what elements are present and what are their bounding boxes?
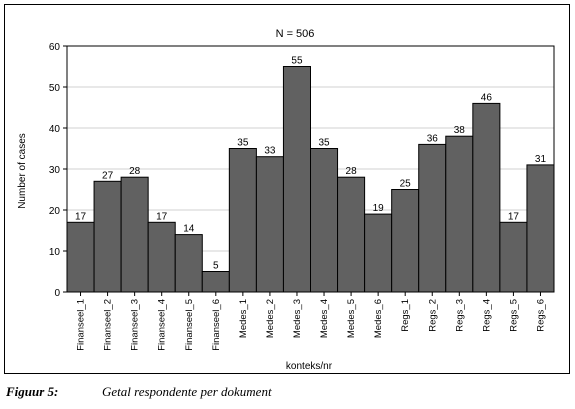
bar-value-label: 35 — [237, 138, 249, 149]
y-tick-label: 20 — [49, 206, 61, 217]
x-tick-label: Finanseel_1 — [76, 299, 87, 351]
bar — [418, 143, 447, 293]
bar — [174, 234, 203, 293]
x-tick-label: Medes_5 — [346, 299, 357, 338]
bar — [310, 148, 339, 293]
bar-value-label: 38 — [454, 125, 466, 136]
bar-value-label: 31 — [535, 154, 547, 165]
y-tick-label: 60 — [49, 42, 61, 53]
x-tick-label: Finanseel_6 — [211, 299, 222, 351]
bar — [255, 156, 284, 293]
y-tick-label: 50 — [49, 83, 61, 94]
x-tick-label: Regs_1 — [400, 299, 411, 332]
bar — [93, 180, 122, 293]
bar — [120, 176, 149, 293]
bar — [147, 221, 176, 293]
x-tick-label: Regs_5 — [508, 299, 519, 332]
bar — [364, 213, 393, 293]
caption-text: Getal respondente per dokument — [102, 384, 272, 399]
bar — [201, 271, 230, 293]
bar — [66, 221, 95, 293]
bar-value-label: 35 — [318, 138, 330, 149]
x-tick-label: Finanseel_4 — [157, 299, 168, 351]
bar-value-label: 25 — [400, 179, 412, 190]
bar-value-label: 55 — [291, 56, 303, 67]
x-tick-label: Medes_6 — [373, 299, 384, 338]
y-tick-label: 10 — [49, 247, 61, 258]
bar-value-label: 17 — [75, 211, 87, 222]
y-tick-label: 0 — [54, 288, 60, 299]
chart-title: N = 506 — [276, 28, 315, 40]
bar-value-label: 17 — [508, 211, 520, 222]
x-tick-label: Regs_3 — [454, 299, 465, 332]
bar — [282, 66, 312, 293]
bar-value-label: 46 — [481, 92, 493, 103]
bar-value-label: 14 — [183, 224, 195, 235]
bar-chart: N = 506 Number of cases konteks/nr 17 27 2… — [17, 28, 555, 372]
bar — [472, 102, 501, 293]
bar-value-label: 28 — [346, 166, 358, 177]
bar — [499, 221, 528, 293]
x-tick-label: Finanseel_2 — [103, 299, 114, 351]
bar-value-label: 19 — [373, 203, 385, 214]
x-tick-label: Medes_2 — [265, 299, 276, 338]
bar — [337, 176, 366, 293]
bar-value-label: 33 — [264, 146, 276, 157]
bar — [526, 164, 555, 293]
y-tick-label: 40 — [49, 124, 61, 135]
x-tick-label: Medes_4 — [319, 299, 330, 338]
x-axis-label: konteks/nr — [286, 361, 333, 372]
bar-value-label: 5 — [213, 261, 219, 272]
x-tick-label: Regs_2 — [427, 299, 438, 332]
x-tick-label: Regs_4 — [481, 299, 492, 332]
bar-value-label: 17 — [156, 211, 168, 222]
x-tick-label: Medes_1 — [238, 299, 249, 338]
x-tick-label: Finanseel_3 — [130, 299, 141, 351]
caption-label: Figuur 5: — [6, 384, 59, 399]
bars: 17 27 28 17 14 5 35 33 55 35 28 19 25 36 38 46 17 31 — [66, 56, 555, 293]
x-tick-label: Regs_6 — [535, 299, 546, 332]
bar — [391, 189, 420, 293]
axes: 0 10 20 30 40 50 60 Finanseel_1 Finanseel_2 Finan… — [49, 42, 555, 351]
figure-frame: N = 506 Number of cases konteks/nr 17 27 2… — [4, 4, 570, 374]
bar-value-label: 36 — [427, 133, 439, 144]
plot-area-border — [66, 45, 555, 293]
bar-value-label: 28 — [129, 166, 141, 177]
x-tick-label: Medes_3 — [292, 299, 303, 338]
y-axis-label: Number of cases — [17, 133, 28, 209]
figure-caption: Figuur 5: Getal respondente per dokument — [6, 384, 272, 400]
x-tick-label: Finanseel_5 — [184, 299, 195, 351]
y-tick-label: 30 — [49, 165, 61, 176]
bar — [445, 135, 474, 293]
bar — [228, 148, 257, 293]
bar-value-label: 27 — [102, 170, 114, 181]
